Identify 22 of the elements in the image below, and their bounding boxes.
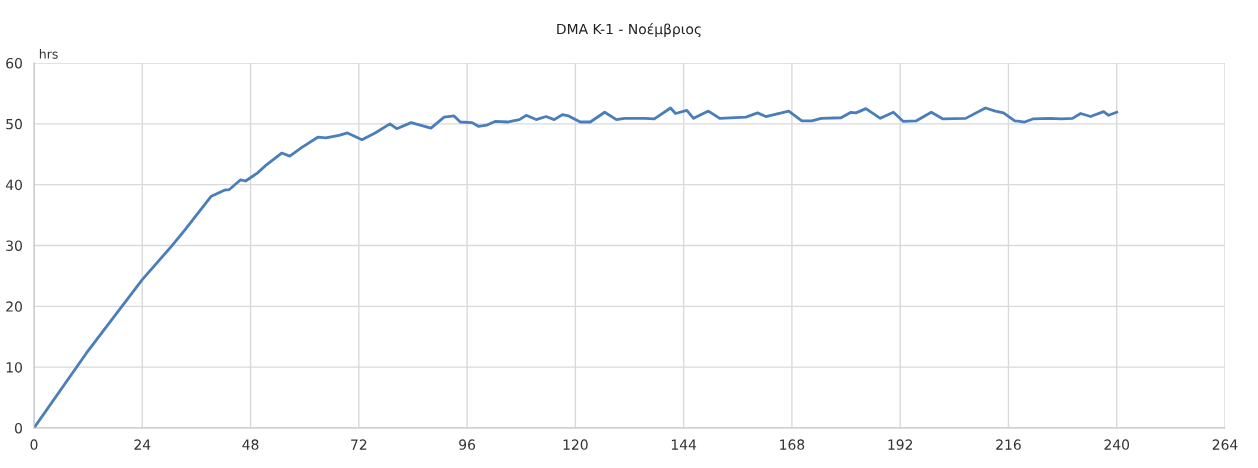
x-tick-label: 144 xyxy=(671,439,697,450)
x-tick-label: 168 xyxy=(780,439,805,450)
y-tick-label: 30 xyxy=(6,240,22,251)
x-tick-label: 240 xyxy=(1104,439,1130,450)
x-tick-label: 24 xyxy=(134,439,151,450)
x-tick-label: 48 xyxy=(242,439,259,450)
x-tick-label: 0 xyxy=(30,439,38,450)
y-tick-label: 20 xyxy=(6,301,22,312)
x-tick-label: 96 xyxy=(459,439,476,450)
y-axis-title: hrs xyxy=(39,49,58,59)
x-tick-label: 192 xyxy=(888,439,913,450)
x-tick-label: 72 xyxy=(351,439,367,450)
y-tick-label: 60 xyxy=(6,57,22,69)
y-tick-label: 50 xyxy=(6,118,22,130)
y-tick-label: 0 xyxy=(14,422,22,434)
line-series xyxy=(34,106,1119,428)
y-tick-label: 10 xyxy=(6,362,22,373)
chart-title: DMA K-1 - Νοέμβριος xyxy=(557,22,701,38)
x-tick-label: 216 xyxy=(996,439,1021,450)
y-tick-label: 40 xyxy=(5,179,22,191)
x-tick-label: 120 xyxy=(563,439,588,450)
x-tick-label: 264 xyxy=(1212,439,1238,450)
